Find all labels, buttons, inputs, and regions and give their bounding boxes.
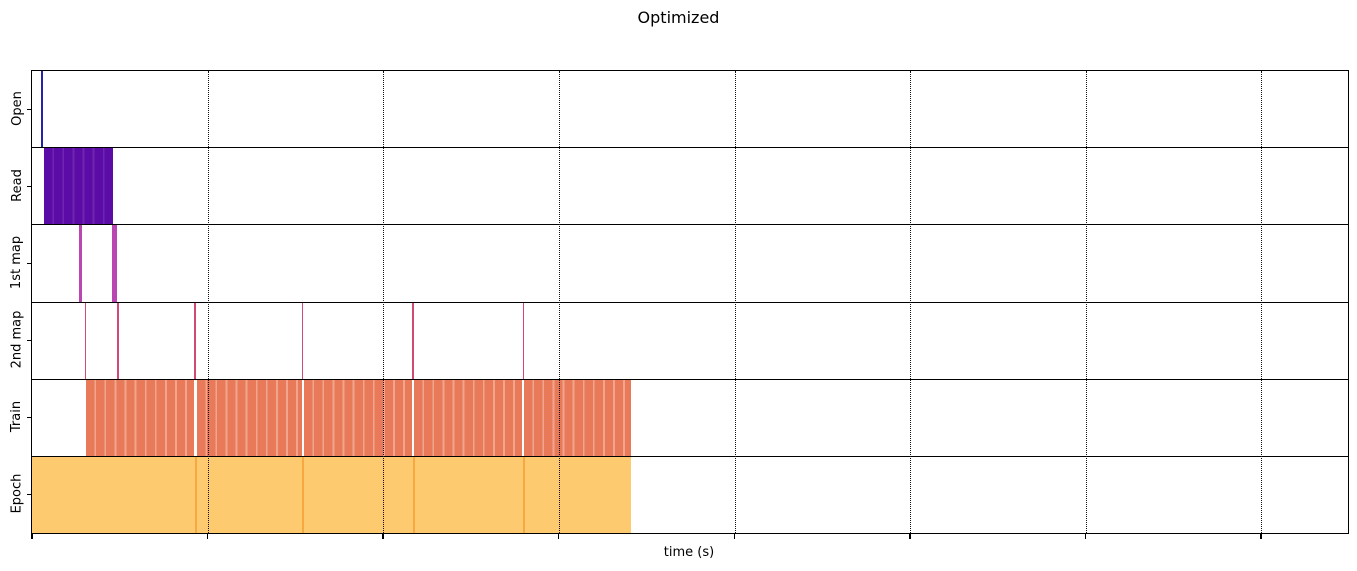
- epoch-divider: [523, 456, 525, 534]
- row-label-text: Epoch: [9, 473, 25, 514]
- y-tick: [27, 185, 31, 187]
- row-label-text: Open: [9, 91, 25, 126]
- second-map-bar: [301, 302, 304, 379]
- epoch-bar: [32, 456, 631, 534]
- train-bar: [86, 379, 195, 456]
- row-train: [32, 378, 1348, 456]
- epoch-divider: [194, 456, 197, 534]
- x-tick: [733, 533, 735, 539]
- y-tick: [27, 339, 31, 341]
- epoch-divider: [413, 456, 415, 534]
- first-map-bar: [78, 225, 83, 302]
- y-tick: [27, 108, 31, 110]
- x-tick: [1084, 533, 1087, 539]
- x-tick: [909, 533, 911, 539]
- second-map-bar: [117, 302, 119, 379]
- y-tick: [27, 493, 31, 495]
- row-label-text: 1st map: [9, 235, 25, 290]
- y-tick: [27, 262, 31, 264]
- row-label-text: Train: [9, 400, 25, 433]
- x-tick: [206, 533, 209, 539]
- x-tick: [31, 533, 33, 539]
- row-second-map: [32, 301, 1348, 379]
- open-bar: [40, 71, 44, 148]
- rows-container: [32, 71, 1348, 534]
- train-bar: [303, 379, 412, 456]
- row-label-text: Read: [9, 169, 25, 202]
- x-axis-label: time (s): [663, 545, 715, 560]
- row-epoch: [32, 455, 1348, 534]
- row-read: [32, 147, 1348, 225]
- train-bar: [414, 379, 523, 456]
- x-tick: [1260, 533, 1262, 539]
- chart-title: Optimized: [637, 8, 720, 27]
- row-open: [32, 71, 1348, 148]
- train-bar: [524, 379, 631, 456]
- y-tick: [27, 416, 31, 418]
- epoch-divider: [302, 456, 305, 534]
- plot-area: [31, 70, 1349, 534]
- x-tick: [557, 533, 560, 539]
- second-map-bar: [412, 302, 414, 379]
- row-label-text: 2nd map: [9, 310, 25, 369]
- read-bar: [44, 148, 113, 225]
- second-map-bar: [84, 302, 87, 379]
- second-map-bar: [193, 302, 196, 379]
- x-tick: [382, 533, 384, 539]
- train-bar: [196, 379, 302, 456]
- row-first-map: [32, 224, 1348, 302]
- second-map-bar: [522, 302, 525, 379]
- first-map-bar: [112, 225, 117, 302]
